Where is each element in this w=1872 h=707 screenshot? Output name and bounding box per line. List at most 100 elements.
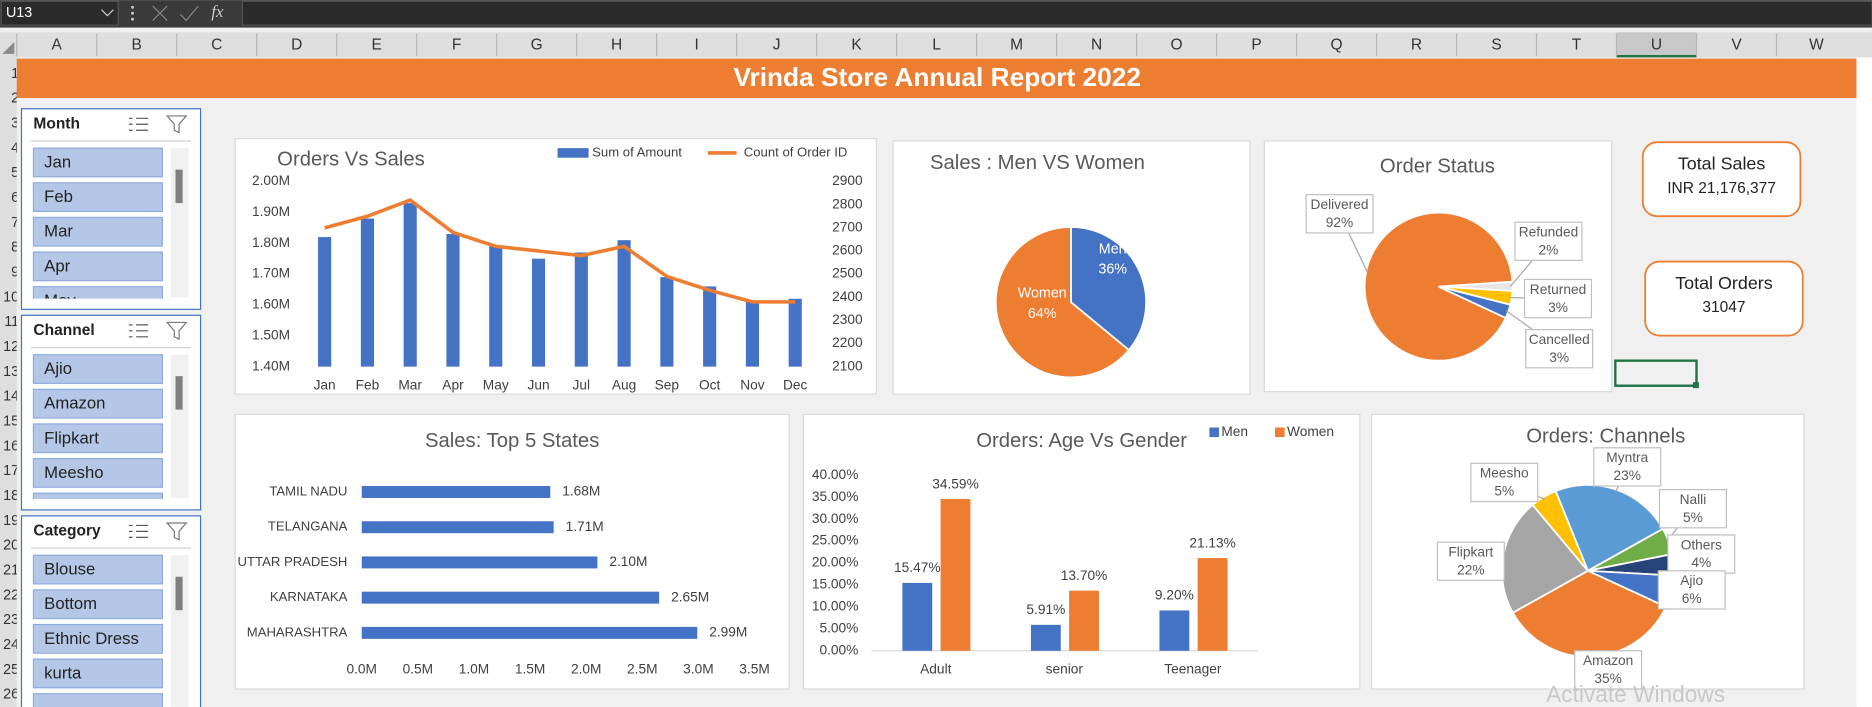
slicer-button[interactable] (32, 388, 163, 419)
formula-input[interactable] (241, 0, 1872, 26)
bar (361, 591, 660, 604)
pie-slice (1070, 226, 1147, 352)
slice-value: 3% (1549, 350, 1569, 365)
column-letter: H (611, 37, 622, 54)
multi-select-icon[interactable] (128, 117, 149, 131)
slicer-button[interactable] (32, 658, 163, 689)
cancel-icon[interactable] (152, 5, 168, 21)
x-tick-label: May (483, 377, 509, 392)
fill-handle[interactable] (1692, 382, 1699, 389)
menu-dots (131, 17, 134, 21)
kpi-value: INR 21,176,377 (1667, 180, 1776, 197)
column-letter: M (1010, 37, 1023, 54)
y-tick-label: TELANGANA (268, 519, 348, 534)
selected-cell[interactable] (1614, 359, 1698, 387)
bar (360, 218, 374, 367)
slicer-button[interactable] (32, 589, 163, 620)
chart-title: Sales : Men VS Women (930, 152, 1145, 174)
y-tick-label: 0.00% (819, 642, 858, 657)
slicer-item-label: Ethnic Dress (44, 629, 139, 648)
clear-filter-icon[interactable] (165, 522, 188, 541)
column-letter: C (211, 37, 222, 54)
slice-label: Others (1681, 537, 1722, 552)
multi-select-icon[interactable] (128, 324, 149, 338)
row-number: 20 (3, 538, 19, 554)
slice-label: Women (1018, 286, 1067, 302)
y2-tick-label: 2200 (832, 335, 863, 350)
slice-value: 4% (1691, 555, 1711, 570)
slicer-button[interactable] (32, 147, 163, 178)
bar (446, 234, 460, 367)
x-tick-label: senior (1046, 662, 1084, 677)
slicer-item-label: Bottom (44, 594, 97, 613)
slice-value: 6% (1682, 591, 1702, 606)
data-label: 13.70% (1061, 568, 1108, 583)
row-numbers: 1234567891011121314151617181920212223242… (3, 66, 19, 703)
slicer-button[interactable] (32, 693, 163, 707)
slicer-button[interactable] (32, 216, 163, 247)
slice-value: 2% (1539, 242, 1559, 257)
slice-label: Flipkart (1448, 545, 1493, 560)
slicer-item-label: May (44, 291, 76, 310)
multi-select-icon[interactable] (128, 524, 149, 538)
enter-icon[interactable] (179, 5, 199, 22)
chart-title: Sales: Top 5 States (425, 430, 599, 452)
fx-icon[interactable]: fx (211, 2, 224, 21)
clear-filter-icon[interactable] (165, 321, 188, 341)
slicer-button[interactable] (32, 623, 163, 654)
slicer-button[interactable] (32, 554, 163, 585)
slicer-scroll-thumb[interactable] (175, 169, 183, 204)
slicer-button[interactable] (32, 286, 163, 316)
slice-label: Delivered (1311, 197, 1369, 212)
slice-label: Amazon (1583, 653, 1633, 668)
slicer-items: Jan Feb Mar Apr May (32, 147, 163, 316)
x-tick-label: Nov (740, 377, 765, 392)
row-number: 14 (3, 389, 19, 405)
y2-tick-label: 2600 (832, 243, 863, 258)
y-tick-label: TAMIL NADU (269, 483, 347, 498)
name-box[interactable] (0, 0, 119, 26)
clear-filter-icon[interactable] (165, 115, 188, 134)
bar (361, 556, 598, 569)
legend-swatch (557, 148, 589, 158)
kpi-value: 31047 (1702, 299, 1745, 316)
slicer-button[interactable] (32, 457, 163, 488)
bar (1159, 610, 1190, 651)
slice-value: 3% (1548, 300, 1568, 315)
callout-box (1667, 534, 1736, 574)
slicer-button[interactable] (32, 251, 163, 282)
name-box-dropdown[interactable] (101, 9, 114, 17)
y-tick-label: 25.00% (812, 533, 859, 548)
slicer-button[interactable] (32, 354, 163, 384)
x-tick-label: Aug (612, 377, 636, 392)
menu-dots (131, 11, 134, 15)
slicer-item-label: kurta (44, 663, 82, 682)
x-tick-label: Adult (920, 662, 951, 677)
row-number: 9 (11, 265, 19, 281)
slicer-button[interactable] (32, 423, 163, 454)
slicer-title: Month (33, 115, 80, 132)
row-number: 12 (3, 339, 19, 355)
y-tick-label: 40.00% (812, 467, 859, 482)
x-tick-label: 3.0M (683, 662, 713, 677)
slicer-item-label: Meesho (44, 463, 103, 482)
slicer-scroll-thumb[interactable] (175, 376, 183, 410)
slicer-button[interactable] (32, 182, 163, 213)
slice-label: Nalli (1680, 492, 1707, 507)
data-label: 2.99M (709, 624, 747, 639)
x-tick-label: Dec (783, 377, 808, 392)
row-number: 13 (3, 364, 19, 380)
x-tick-label: 0.5M (403, 662, 434, 677)
slicer-button[interactable] (32, 492, 163, 522)
x-tick-label: 1.5M (515, 662, 546, 677)
callout-box (1436, 541, 1505, 581)
row-number: 25 (3, 662, 19, 678)
slice-label: Meesho (1480, 466, 1529, 481)
slicer-scroll-thumb[interactable] (175, 576, 183, 611)
x-tick-label: 1.0M (459, 662, 490, 677)
y2-tick-label: 2500 (832, 266, 863, 281)
y-tick-label: 1.60M (252, 297, 290, 312)
row-number: 1 (11, 66, 19, 82)
sheet-edge (1856, 57, 1872, 707)
bar (788, 298, 802, 367)
